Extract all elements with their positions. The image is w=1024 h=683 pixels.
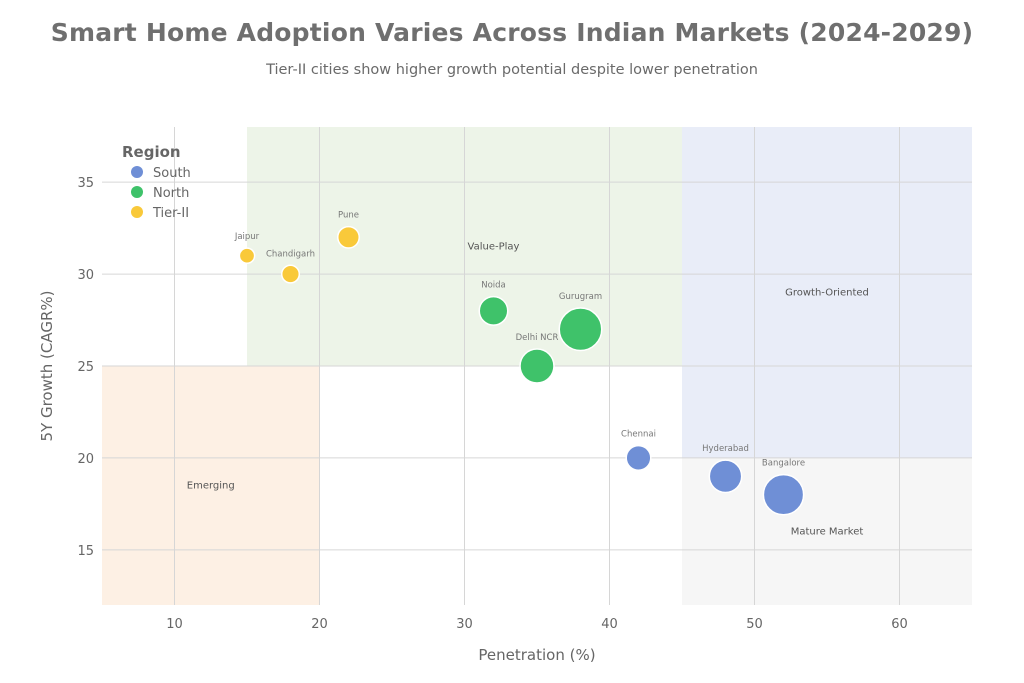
point-label-jaipur: Jaipur xyxy=(234,232,260,242)
point-label-delhi-ncr: Delhi NCR xyxy=(516,333,559,343)
zone-label-emerging: Emerging xyxy=(187,481,235,492)
grid-layer xyxy=(102,127,972,605)
point-label-bangalore: Bangalore xyxy=(762,459,805,469)
x-tick-label: 50 xyxy=(746,617,763,632)
x-tick-label: 20 xyxy=(311,617,328,632)
x-tick-label: 60 xyxy=(891,617,908,632)
point-label-gurugram: Gurugram xyxy=(559,292,602,302)
legend-title: Region xyxy=(122,143,181,161)
y-tick-label: 15 xyxy=(77,544,94,559)
legend-marker-north[interactable] xyxy=(131,186,143,198)
y-tick-label: 30 xyxy=(77,268,94,283)
points-layer: Chennai Hyderabad Bangalore Noida Delhi NCR G… xyxy=(234,211,805,516)
legend[interactable]: Region South North Tier-II xyxy=(122,143,191,221)
point-label-chandigarh: Chandigarh xyxy=(266,249,315,259)
point-bangalore[interactable] xyxy=(762,473,805,516)
chart-subtitle: Tier-II cities show higher growth potent… xyxy=(266,62,758,78)
ticks-layer: 10 20 30 40 50 60 15 20 25 30 35 xyxy=(77,176,907,632)
legend-label-tier-ii[interactable]: Tier-II xyxy=(152,206,189,221)
legend-marker-south[interactable] xyxy=(131,166,143,178)
y-axis-label: 5Y Growth (CAGR%) xyxy=(38,290,56,441)
point-label-chennai: Chennai xyxy=(621,430,656,440)
point-jaipur[interactable] xyxy=(238,247,256,265)
x-tick-label: 40 xyxy=(601,617,618,632)
point-label-hyderabad: Hyderabad xyxy=(702,444,749,454)
point-gurugram[interactable] xyxy=(558,307,603,352)
legend-label-north[interactable]: North xyxy=(153,186,189,201)
point-pune[interactable] xyxy=(337,225,360,249)
legend-label-south[interactable]: South xyxy=(153,166,191,181)
zone-labels-layer: Value-Play Growth-Oriented Emerging Mature … xyxy=(187,242,869,538)
point-chandigarh[interactable] xyxy=(280,264,301,284)
point-noida[interactable] xyxy=(478,295,509,326)
x-tick-label: 10 xyxy=(166,617,183,632)
point-label-pune: Pune xyxy=(338,211,359,221)
x-axis-label: Penetration (%) xyxy=(478,646,595,664)
y-tick-label: 35 xyxy=(77,176,94,191)
y-tick-label: 25 xyxy=(77,360,94,375)
point-chennai[interactable] xyxy=(625,444,652,471)
legend-marker-tier-ii[interactable] xyxy=(131,206,143,218)
zone-emerging xyxy=(102,366,320,605)
x-tick-label: 30 xyxy=(456,617,473,632)
y-tick-label: 20 xyxy=(77,452,94,467)
point-hyderabad[interactable] xyxy=(708,459,743,494)
chart-title: Smart Home Adoption Varies Across Indian… xyxy=(50,18,974,47)
zone-label-growth-oriented: Growth-Oriented xyxy=(785,287,869,298)
point-label-noida: Noida xyxy=(481,281,506,291)
zone-label-mature-market: Mature Market xyxy=(791,526,864,537)
zone-label-value-play: Value-Play xyxy=(468,242,520,253)
point-delhi-ncr[interactable] xyxy=(519,348,555,384)
